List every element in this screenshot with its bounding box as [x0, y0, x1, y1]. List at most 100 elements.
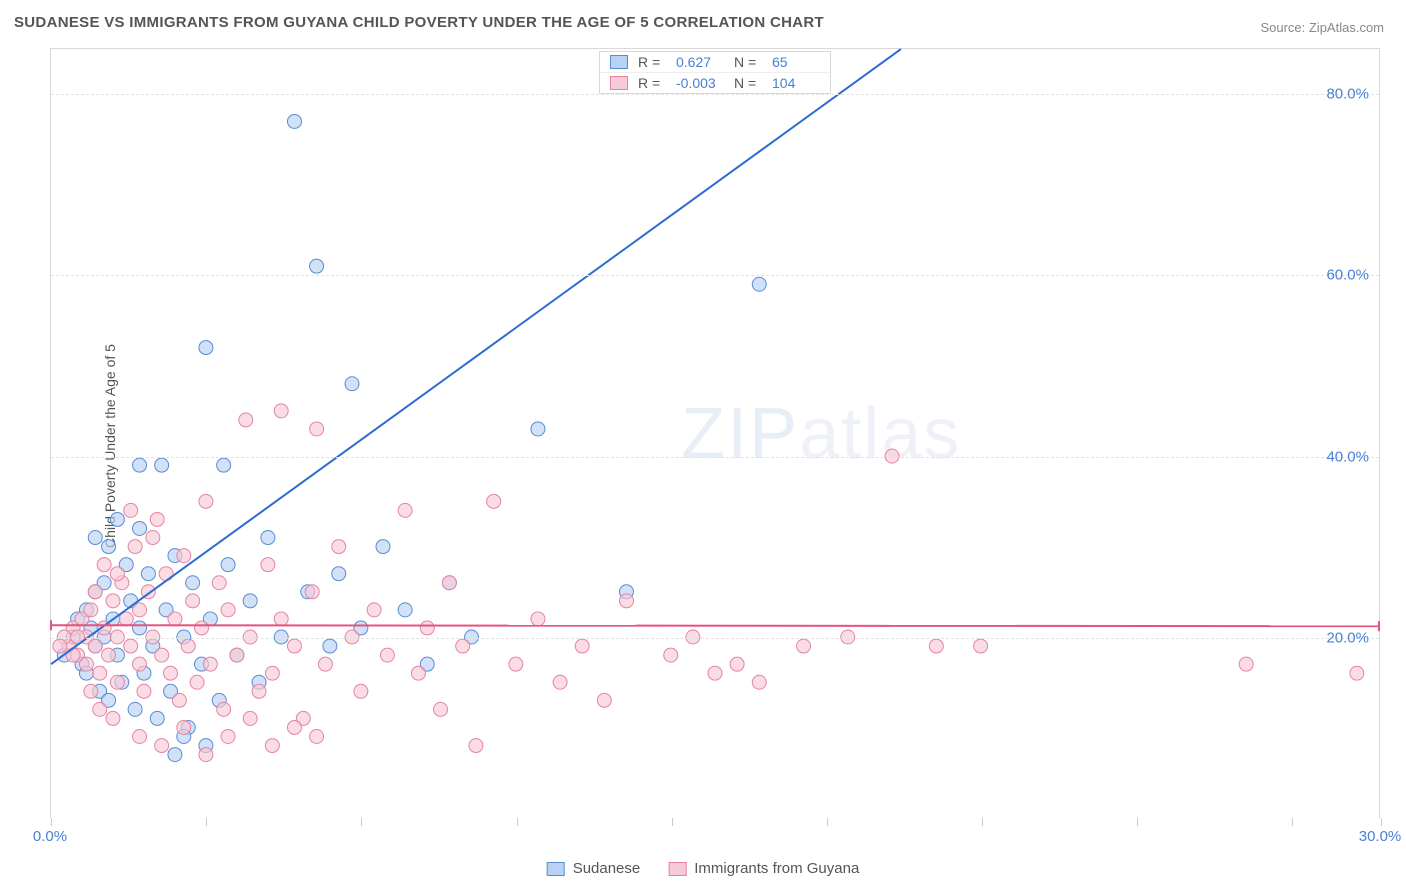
scatter-point [181, 639, 195, 653]
swatch-sudanese-bottom [547, 862, 565, 876]
scatter-point [434, 702, 448, 716]
scatter-point [420, 621, 434, 635]
scatter-point [797, 639, 811, 653]
scatter-point [411, 666, 425, 680]
gridline [51, 94, 1379, 95]
scatter-point [664, 648, 678, 662]
x-tick [51, 818, 52, 826]
scatter-point [274, 612, 288, 626]
legend-item-guyana: Immigrants from Guyana [668, 860, 859, 877]
scatter-point [380, 648, 394, 662]
scatter-point [88, 585, 102, 599]
scatter-point [177, 720, 191, 734]
x-tick-label: 0.0% [33, 828, 67, 845]
x-tick [672, 818, 673, 826]
scatter-point [155, 739, 169, 753]
scatter-point [287, 639, 301, 653]
legend-label-guyana: Immigrants from Guyana [694, 860, 859, 877]
scatter-point [243, 594, 257, 608]
scatter-point [230, 648, 244, 662]
scatter-point [53, 639, 67, 653]
scatter-point [137, 684, 151, 698]
scatter-point [619, 594, 633, 608]
scatter-point [221, 558, 235, 572]
source-label: Source: ZipAtlas.com [1260, 20, 1384, 35]
scatter-point [1350, 666, 1364, 680]
scatter-point [252, 684, 266, 698]
scatter-point [261, 558, 275, 572]
scatter-point [332, 567, 346, 581]
scatter-point [287, 114, 301, 128]
scatter-point [177, 549, 191, 563]
scatter-point [66, 648, 80, 662]
scatter-point [110, 512, 124, 526]
scatter-point [106, 594, 120, 608]
scatter-point [88, 531, 102, 545]
scatter-point [93, 666, 107, 680]
y-tick-label: 80.0% [1326, 86, 1369, 103]
scatter-point [110, 567, 124, 581]
scatter-point [752, 277, 766, 291]
scatter-point [102, 648, 116, 662]
scatter-point [398, 603, 412, 617]
scatter-point [265, 739, 279, 753]
scatter-point [217, 702, 231, 716]
scatter-point [203, 657, 217, 671]
scatter-point [332, 540, 346, 554]
scatter-point [199, 494, 213, 508]
scatter-point [141, 567, 155, 581]
legend-item-sudanese: Sudanese [547, 860, 641, 877]
scatter-point [261, 531, 275, 545]
scatter-point [456, 639, 470, 653]
scatter-point [217, 458, 231, 472]
y-tick-label: 60.0% [1326, 267, 1369, 284]
trend-line [51, 625, 1379, 626]
scatter-point [150, 512, 164, 526]
scatter-point [305, 585, 319, 599]
scatter-point [487, 494, 501, 508]
legend-label-sudanese: Sudanese [573, 860, 641, 877]
scatter-point [398, 503, 412, 517]
x-tick [1381, 818, 1382, 826]
scatter-point [274, 404, 288, 418]
scatter-point [124, 639, 138, 653]
x-tick [827, 818, 828, 826]
scatter-point [239, 413, 253, 427]
scatter-point [150, 711, 164, 725]
scatter-point [442, 576, 456, 590]
scatter-point [509, 657, 523, 671]
x-tick [361, 818, 362, 826]
scatter-point [708, 666, 722, 680]
gridline [51, 275, 1379, 276]
x-tick [1137, 818, 1138, 826]
scatter-point [128, 702, 142, 716]
scatter-point [376, 540, 390, 554]
scatter-point [124, 503, 138, 517]
scatter-point [133, 603, 147, 617]
series-legend: Sudanese Immigrants from Guyana [547, 860, 860, 877]
scatter-point [88, 639, 102, 653]
scatter-point [345, 377, 359, 391]
scatter-point [186, 576, 200, 590]
scatter-point [93, 702, 107, 716]
trend-line [51, 49, 901, 664]
scatter-point [310, 730, 324, 744]
scatter-point [84, 684, 98, 698]
scatter-point [133, 657, 147, 671]
gridline [51, 638, 1379, 639]
plot-area: ZIPatlas R = 0.627 N = 65 R = -0.003 N =… [50, 48, 1380, 818]
scatter-point [553, 675, 567, 689]
scatter-point [310, 422, 324, 436]
scatter-point [221, 730, 235, 744]
scatter-point [168, 748, 182, 762]
scatter-point [730, 657, 744, 671]
scatter-point [133, 521, 147, 535]
scatter-point [133, 730, 147, 744]
scatter-point [929, 639, 943, 653]
scatter-point [212, 576, 226, 590]
y-tick-label: 40.0% [1326, 448, 1369, 465]
scatter-point [531, 422, 545, 436]
chart-container: SUDANESE VS IMMIGRANTS FROM GUYANA CHILD… [0, 0, 1406, 892]
x-tick [517, 818, 518, 826]
scatter-point [367, 603, 381, 617]
